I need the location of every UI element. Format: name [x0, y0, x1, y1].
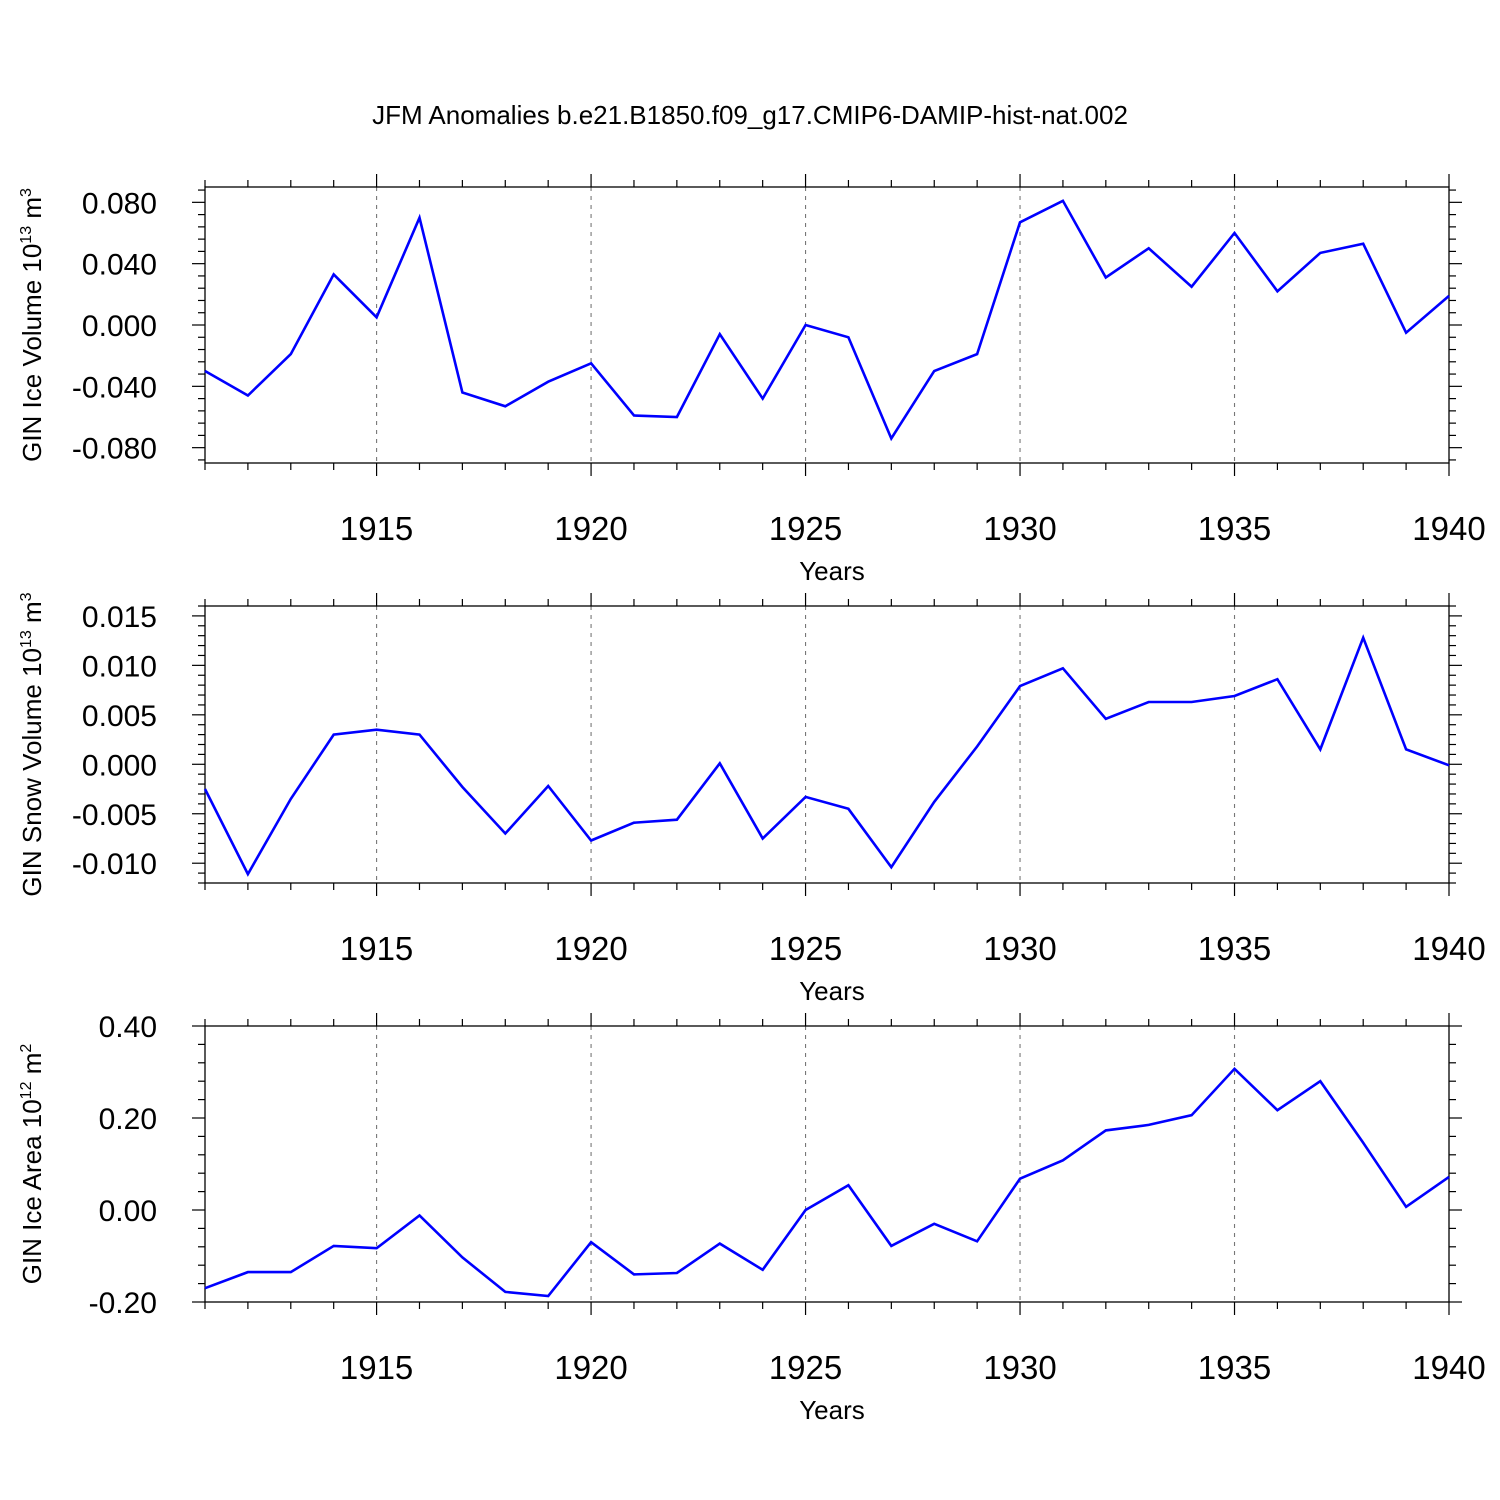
x-tick-label: 1915 [340, 1349, 413, 1386]
y-tick-label: 0.00 [99, 1195, 157, 1228]
plot-frame [204, 1025, 1450, 1303]
y-axis-label: GIN Snow Volume 1013 m3 [17, 592, 47, 896]
x-tick-label: 1925 [769, 1349, 842, 1386]
y-axis-label-part: m [17, 601, 47, 630]
figure-title: JFM Anomalies b.e21.B1850.f09_g17.CMIP6-… [372, 100, 1128, 130]
plot-frame [204, 605, 1450, 884]
series-line [204, 1066, 1450, 1298]
y-axis-label-part: 13 [18, 630, 35, 648]
x-tick-label: 1920 [554, 930, 627, 967]
y-axis-label-part: 12 [18, 1081, 35, 1099]
x-tick-label: 1940 [1412, 1349, 1485, 1386]
series-line [203, 634, 1450, 877]
y-tick-label: -0.005 [72, 799, 157, 832]
y-axis-label: GIN Ice Area 1012 m2 [17, 1044, 47, 1285]
x-tick-label: 1930 [983, 930, 1056, 967]
x-tick-label: 1935 [1198, 930, 1271, 967]
y-tick-label: 0.010 [82, 650, 157, 683]
panel-2: 1915 1920 1925 1930 1935 1940 -0.010 -0.005 0.00… [17, 592, 1486, 1006]
panel-3: 1915 1920 1925 1930 1935 1940 -0.20 0.00 0.20 0.4… [17, 1011, 1486, 1425]
series-line [204, 199, 1450, 442]
y-axis-label-part: GIN Snow Volume 10 [17, 648, 47, 897]
y-tick-label: 0.20 [99, 1103, 157, 1136]
y-tick-label: 0.40 [99, 1011, 157, 1044]
x-tick-label: 1915 [340, 510, 413, 547]
y-tick-label: 0.005 [82, 700, 157, 733]
y-tick-label: 0.040 [82, 249, 157, 282]
x-tick-label: 1940 [1412, 930, 1485, 967]
x-tick-label: 1925 [769, 930, 842, 967]
plot-frame [204, 186, 1450, 464]
x-tick-label: 1920 [554, 510, 627, 547]
y-axis-label-part: GIN Ice Volume 10 [17, 244, 47, 462]
y-tick-label: 0.000 [82, 310, 157, 343]
x-tick-label: 1930 [983, 1349, 1056, 1386]
y-axis-label-part: 3 [18, 188, 35, 197]
x-axis-label: Years [799, 976, 865, 1006]
y-axis-label-part: m [17, 197, 47, 226]
y-tick-label: 0.015 [82, 601, 157, 634]
x-tick-label: 1925 [769, 510, 842, 547]
y-tick-label: 0.080 [82, 187, 157, 220]
y-axis-label-part: 13 [18, 226, 35, 244]
y-axis-label-part: 3 [18, 592, 35, 601]
y-tick-label: -0.080 [72, 433, 157, 466]
y-tick-label: -0.010 [72, 848, 157, 881]
x-tick-label: 1915 [340, 930, 413, 967]
y-axis-label: GIN Ice Volume 1013 m3 [17, 188, 47, 462]
y-tick-label: 0.000 [82, 749, 157, 782]
panels: 1915 1920 1925 1930 1935 1940 -0.080 -0.040 0.00… [17, 174, 1486, 1425]
y-axis-label-part: m [17, 1053, 47, 1082]
x-axis-label: Years [799, 1395, 865, 1425]
x-tick-label: 1920 [554, 1349, 627, 1386]
y-axis-label-part: GIN Ice Area 10 [17, 1099, 47, 1284]
panel-1: 1915 1920 1925 1930 1935 1940 -0.080 -0.040 0.00… [17, 174, 1486, 586]
y-tick-label: -0.20 [89, 1287, 157, 1320]
x-tick-label: 1935 [1198, 1349, 1271, 1386]
y-axis-label-part: 2 [18, 1044, 35, 1053]
x-axis-label: Years [799, 556, 865, 586]
x-tick-label: 1935 [1198, 510, 1271, 547]
x-tick-label: 1930 [983, 510, 1056, 547]
y-tick-label: -0.040 [72, 371, 157, 404]
x-tick-label: 1940 [1412, 510, 1485, 547]
